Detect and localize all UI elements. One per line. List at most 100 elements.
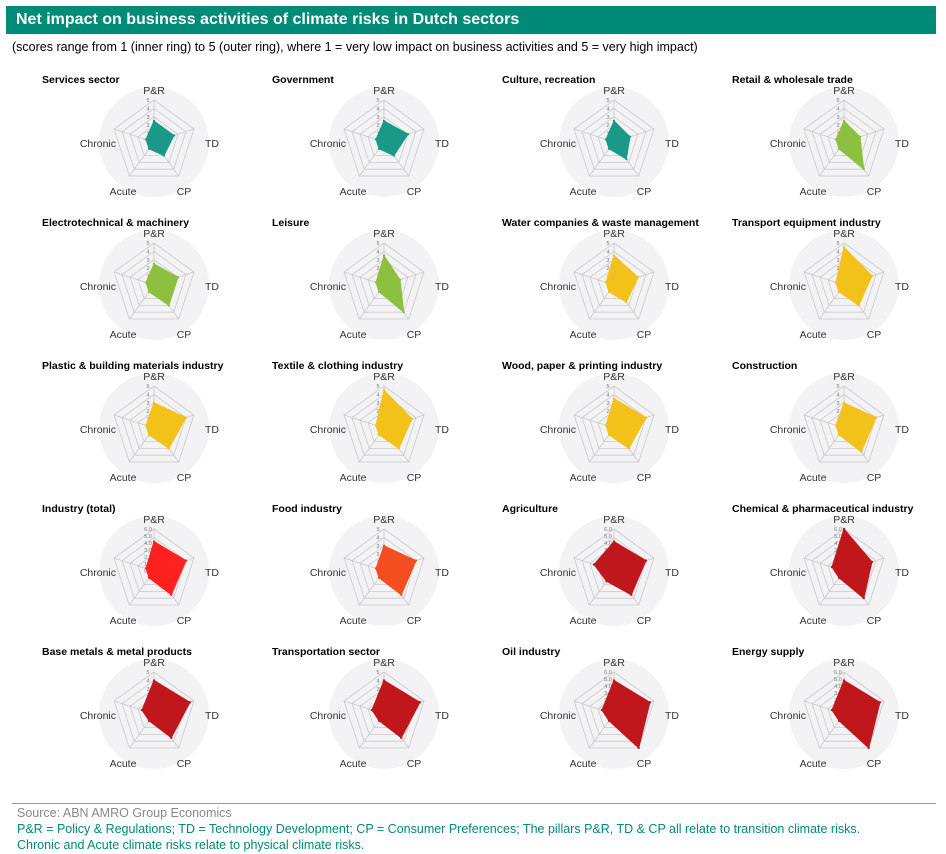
tick-label: 3: [146, 258, 149, 264]
chart-title: Energy supply: [732, 646, 805, 658]
chart-title: Food industry: [272, 503, 342, 515]
axis-label: Acute: [340, 186, 367, 198]
data-point: [612, 679, 616, 682]
tick-label: 3: [376, 401, 379, 407]
data-point: [867, 746, 870, 750]
chart-title: Textile & clothing industry: [272, 360, 404, 372]
axis-label: Acute: [110, 758, 137, 770]
data-point: [837, 290, 841, 293]
tick-label: 5: [146, 384, 149, 390]
radar-chart-panel: Industry (total)6,05,04,03,02,01,00,0P&R…: [6, 491, 236, 634]
data-point: [830, 565, 834, 569]
radar-chart-panel: Agriculture6,05,04,03,02,01,00,0P&RTDCPA…: [466, 491, 696, 634]
radar-chart-panel: Textile & clothing industry543210P&RTDCP…: [236, 348, 466, 491]
data-point: [398, 278, 402, 282]
data-point: [637, 746, 640, 750]
radar-chart-grid: Services sector543210P&RTDCPAcuteChronic…: [0, 62, 946, 792]
axis-label: TD: [205, 281, 219, 293]
data-point: [607, 433, 611, 436]
tick-label: 5: [606, 384, 609, 390]
axis-label: Acute: [110, 615, 137, 627]
data-point: [382, 679, 386, 682]
axis-label: CP: [867, 186, 882, 198]
data-point: [592, 563, 596, 566]
grid-ring: [121, 393, 187, 456]
tick-label: 4: [836, 249, 839, 255]
tick-label: 4,0: [604, 541, 612, 547]
axis-label: Chronic: [80, 567, 116, 579]
chart-title: Industry (total): [42, 503, 116, 515]
source-note: Source: ABN AMRO Group Economics: [17, 806, 232, 820]
radar-chart-panel: Water companies & waste management543210…: [466, 205, 699, 348]
grid-ring: [803, 528, 885, 606]
data-point: [612, 540, 616, 543]
axis-label: Acute: [800, 186, 827, 198]
axis-label: TD: [435, 281, 449, 293]
axis-label: P&R: [143, 85, 165, 97]
data-point: [397, 447, 401, 450]
axis-label: Acute: [570, 186, 597, 198]
data-point: [147, 147, 151, 150]
data-point: [644, 559, 648, 562]
tick-label: 3: [376, 687, 379, 693]
chart-title: Transportation sector: [272, 646, 380, 658]
grid-ring: [351, 536, 417, 599]
data-point: [837, 576, 841, 579]
data-area: [835, 120, 865, 171]
data-point: [834, 281, 838, 284]
tick-label: 4: [606, 392, 609, 398]
axis-label: Acute: [570, 329, 597, 341]
data-point: [152, 540, 156, 543]
axis-label: CP: [177, 758, 192, 770]
tick-label: 2: [376, 409, 379, 415]
data-point: [648, 701, 652, 704]
chart-title: Plastic & building materials industry: [42, 360, 224, 372]
data-point: [410, 417, 414, 421]
data-point: [188, 701, 192, 704]
tick-label: 5: [376, 98, 379, 104]
data-point: [184, 416, 188, 419]
tick-label: 6,0: [604, 670, 612, 676]
grid-ring: [121, 536, 187, 599]
grid-ring: [811, 393, 877, 456]
radar-chart-panel: Chemical & pharmaceutical industry 6,0 5,0…: [696, 491, 926, 634]
grid-ring: [811, 107, 877, 170]
data-point: [167, 447, 171, 450]
tick-label: 5: [836, 384, 839, 390]
axis-label: Chronic: [80, 710, 116, 722]
data-point: [870, 560, 874, 564]
data-point: [857, 304, 861, 307]
tick-label: 5: [376, 527, 379, 533]
tick-label: 2: [376, 123, 379, 129]
axis-label: TD: [665, 138, 679, 150]
chart-title: Leisure: [272, 217, 310, 229]
axis-label: TD: [895, 710, 909, 722]
axis-label: Chronic: [80, 424, 116, 436]
axis-label: P&R: [833, 228, 855, 240]
tick-label: 5: [836, 241, 839, 247]
axis-label: Chronic: [770, 710, 806, 722]
axis-label: P&R: [373, 228, 395, 240]
data-area: [145, 402, 187, 450]
data-area: [835, 402, 877, 453]
axis-label: Acute: [800, 615, 827, 627]
axis-label: TD: [435, 567, 449, 579]
grid-ring: [819, 116, 869, 163]
grid-ring: [343, 671, 425, 749]
tick-label: 2: [836, 409, 839, 415]
grid-ring: [581, 250, 647, 313]
data-point: [607, 719, 611, 722]
chart-title: Oil industry: [502, 646, 561, 658]
data-point: [605, 579, 608, 583]
data-point: [147, 433, 151, 436]
radar-chart-panel: Base metals & metal products543210P&RTDC…: [6, 634, 236, 777]
data-point: [630, 593, 633, 596]
axis-label: Chronic: [540, 138, 576, 150]
